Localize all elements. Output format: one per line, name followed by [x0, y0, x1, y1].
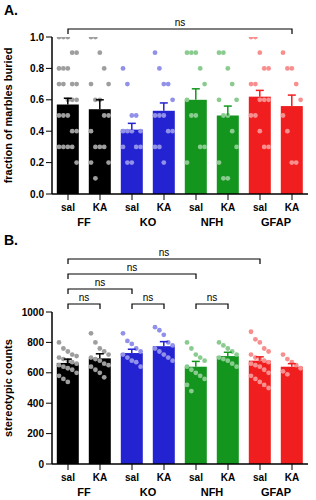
svg-text:NFH: NFH [201, 216, 224, 228]
svg-text:GFAP: GFAP [261, 486, 291, 498]
svg-text:stereotypic counts: stereotypic counts [8, 339, 14, 437]
svg-text:KA: KA [157, 472, 171, 483]
svg-text:KA: KA [285, 202, 299, 213]
svg-text:NFH: NFH [201, 486, 224, 498]
svg-text:KA: KA [221, 472, 235, 483]
svg-text:KO: KO [140, 216, 157, 228]
svg-text:1.0: 1.0 [30, 32, 44, 43]
svg-text:1000: 1000 [22, 307, 45, 318]
svg-text:ns: ns [207, 292, 218, 303]
svg-text:ns: ns [79, 292, 90, 303]
svg-text:ns: ns [175, 17, 186, 28]
svg-text:sal: sal [125, 472, 139, 483]
svg-text:0.8: 0.8 [30, 63, 44, 74]
svg-text:GFAP: GFAP [261, 216, 291, 228]
svg-text:ns: ns [95, 277, 106, 288]
svg-text:0.0: 0.0 [30, 189, 44, 200]
svg-text:sal: sal [189, 472, 203, 483]
svg-text:800: 800 [27, 337, 44, 348]
svg-text:B.: B. [8, 232, 18, 248]
svg-text:KA: KA [221, 202, 235, 213]
svg-text:fraction of marbles buried: fraction of marbles buried [8, 48, 14, 184]
svg-text:sal: sal [189, 202, 203, 213]
svg-text:KA: KA [157, 202, 171, 213]
svg-text:600: 600 [27, 367, 44, 378]
svg-text:sal: sal [61, 202, 75, 213]
svg-text:sal: sal [253, 202, 267, 213]
svg-text:0: 0 [38, 459, 44, 470]
svg-text:ns: ns [127, 262, 138, 273]
svg-text:0.6: 0.6 [30, 94, 44, 105]
svg-text:200: 200 [27, 428, 44, 439]
svg-text:KA: KA [93, 202, 107, 213]
svg-text:A.: A. [8, 2, 18, 18]
svg-text:FF: FF [77, 216, 91, 228]
svg-text:400: 400 [27, 398, 44, 409]
svg-text:0.4: 0.4 [30, 126, 44, 137]
svg-text:FF: FF [77, 486, 91, 498]
svg-text:KO: KO [140, 486, 157, 498]
svg-text:sal: sal [253, 472, 267, 483]
svg-text:ns: ns [159, 247, 170, 258]
svg-text:0.2: 0.2 [30, 157, 44, 168]
svg-text:sal: sal [125, 202, 139, 213]
svg-text:ns: ns [143, 292, 154, 303]
svg-text:KA: KA [285, 472, 299, 483]
svg-text:sal: sal [61, 472, 75, 483]
svg-text:KA: KA [93, 472, 107, 483]
